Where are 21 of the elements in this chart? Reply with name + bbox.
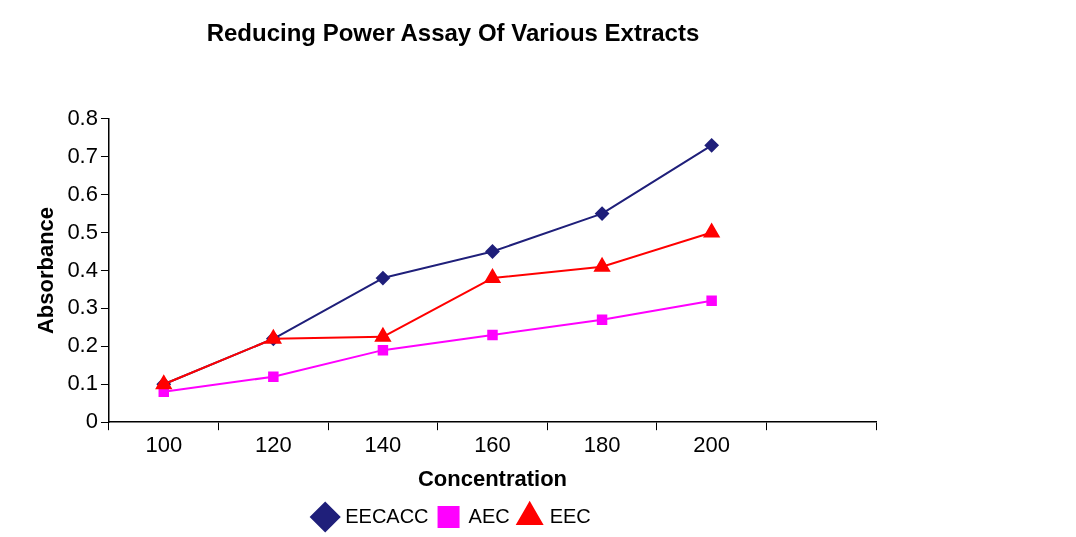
y-tick-label: 0: [85, 408, 98, 434]
y-tick-label: 0.3: [67, 294, 98, 320]
x-tick-label: 120: [254, 432, 292, 458]
y-tick-label: 0.8: [67, 104, 98, 130]
legend-label: AEC: [468, 504, 510, 527]
y-axis-title: Absorbance: [33, 206, 59, 335]
y-tick-label: 0.1: [67, 370, 98, 396]
y-tick-label: 0.7: [67, 142, 98, 168]
y-tick-label: 0.6: [67, 180, 98, 206]
x-tick-label: 180: [583, 432, 621, 458]
x-tick-label: 140: [364, 432, 402, 458]
y-tick-label: 0.4: [67, 256, 98, 282]
x-tick-label: 160: [474, 432, 511, 458]
legend-label: EEC: [549, 504, 591, 527]
x-axis-title: Concentration: [417, 465, 568, 491]
chart-title: Reducing Power Assay Of Various Extracts: [206, 19, 700, 47]
y-tick-label: 0.5: [67, 218, 98, 244]
x-tick-label: 100: [145, 432, 183, 458]
legend-label: EECACC: [345, 504, 429, 527]
y-tick-label: 0.2: [67, 332, 98, 358]
x-tick-label: 200: [693, 432, 730, 458]
